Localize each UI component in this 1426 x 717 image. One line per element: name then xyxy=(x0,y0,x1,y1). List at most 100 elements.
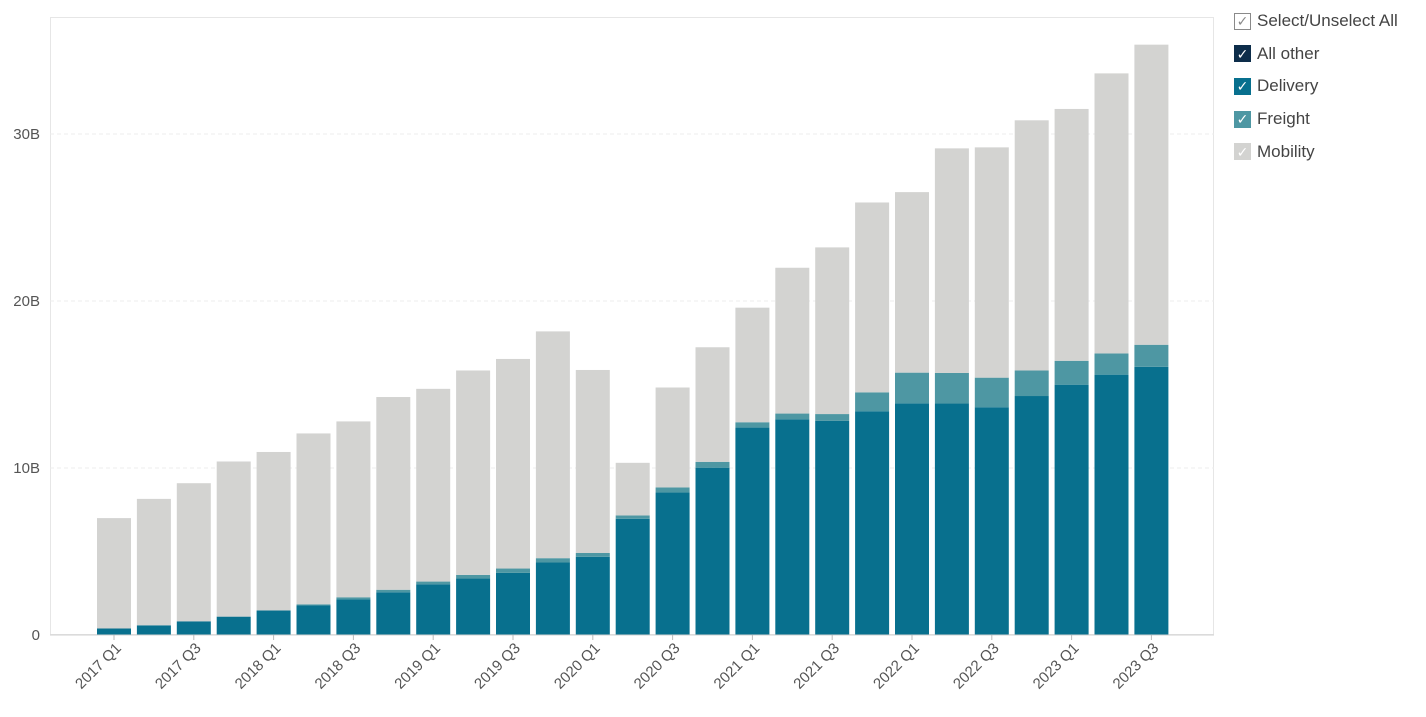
bar-mobility xyxy=(376,397,411,590)
bar-delivery xyxy=(256,610,291,635)
y-tick-label: 10B xyxy=(13,460,40,477)
legend-item-all-other[interactable]: ✓ All other xyxy=(1234,43,1424,65)
x-tick-label: 2019 Q1 xyxy=(391,640,444,693)
legend-item-delivery[interactable]: ✓ Delivery xyxy=(1234,75,1424,97)
bar-mobility xyxy=(496,358,530,569)
x-tick-label: 2021 Q3 xyxy=(790,640,843,693)
bar-freight xyxy=(1014,370,1049,397)
bar-mobility xyxy=(775,267,810,414)
bar-mobility xyxy=(1094,73,1129,354)
x-tick-label: 2018 Q1 xyxy=(232,640,285,693)
bar-delivery xyxy=(216,616,251,635)
x-tick-label: 2019 Q3 xyxy=(471,640,524,693)
bar-freight xyxy=(775,413,810,420)
bar-delivery xyxy=(97,628,131,635)
bar-freight xyxy=(1094,353,1129,375)
select-all-checkbox[interactable]: ✓ xyxy=(1234,12,1251,30)
x-tick-label: 2023 Q1 xyxy=(1030,640,1083,693)
bar-mobility xyxy=(456,370,491,575)
bar-delivery xyxy=(615,518,650,635)
bar-mobility xyxy=(535,331,570,559)
bar-freight xyxy=(934,372,969,404)
bar-freight xyxy=(855,392,890,412)
bar-delivery xyxy=(176,621,211,635)
bar-delivery xyxy=(1094,374,1129,635)
bar-mobility xyxy=(695,347,730,462)
bar-freight xyxy=(895,372,929,404)
bar-freight xyxy=(655,487,690,493)
legend-item-freight[interactable]: ✓ Freight xyxy=(1234,108,1424,130)
bar-freight xyxy=(1054,360,1089,385)
bar-mobility xyxy=(176,483,211,622)
x-tick-label: 2021 Q1 xyxy=(711,640,764,693)
bar-freight xyxy=(456,574,491,579)
y-tick-label: 30B xyxy=(13,126,40,143)
bar-delivery xyxy=(336,599,371,635)
bar-freight xyxy=(496,568,530,573)
x-tick-label: 2017 Q1 xyxy=(72,640,125,693)
bar-mobility xyxy=(735,307,770,423)
bar-mobility xyxy=(855,202,890,393)
bar-delivery xyxy=(1134,366,1169,635)
bar-delivery xyxy=(1014,396,1049,635)
bar-delivery xyxy=(535,562,570,635)
bar-delivery xyxy=(575,556,610,635)
delivery-checkbox[interactable]: ✓ xyxy=(1234,77,1251,95)
bar-freight xyxy=(1134,344,1169,367)
bar-freight xyxy=(615,515,650,519)
bar-mobility xyxy=(416,388,451,582)
bar-delivery xyxy=(496,572,530,635)
bar-mobility xyxy=(1014,120,1049,371)
bar-delivery xyxy=(974,407,1009,635)
bar-mobility xyxy=(256,451,291,611)
bar-freight xyxy=(416,581,451,585)
bar-delivery xyxy=(456,578,491,635)
y-tick-label: 20B xyxy=(13,293,40,310)
bar-mobility xyxy=(934,148,969,373)
bar-mobility xyxy=(1054,108,1089,361)
bar-mobility xyxy=(655,387,690,488)
x-tick-label: 2022 Q3 xyxy=(950,640,1003,693)
freight-checkbox[interactable]: ✓ xyxy=(1234,110,1251,128)
legend-item-mobility[interactable]: ✓ Mobility xyxy=(1234,141,1424,163)
delivery-label: Delivery xyxy=(1257,76,1319,96)
bar-freight xyxy=(296,604,331,606)
bar-freight xyxy=(735,422,770,428)
bar-mobility xyxy=(974,147,1009,378)
bar-mobility xyxy=(615,462,650,516)
bar-delivery xyxy=(416,584,451,635)
bar-delivery xyxy=(815,420,850,635)
bar-delivery xyxy=(855,411,890,635)
bar-delivery xyxy=(934,403,969,635)
bar-delivery xyxy=(895,403,929,635)
bar-delivery xyxy=(1054,384,1089,635)
all-other-label: All other xyxy=(1257,43,1320,63)
mobility-label: Mobility xyxy=(1257,141,1315,161)
bar-mobility xyxy=(895,192,929,373)
bar-freight xyxy=(376,589,411,593)
bar-delivery xyxy=(296,605,331,635)
bar-delivery xyxy=(775,419,810,635)
legend: ✓ Select/Unselect All ✓ All other ✓ Deli… xyxy=(1234,10,1424,173)
x-tick-label: 2023 Q3 xyxy=(1110,640,1163,693)
bar-freight xyxy=(575,553,610,557)
legend-select-all[interactable]: ✓ Select/Unselect All xyxy=(1234,10,1424,32)
y-tick-label: 0 xyxy=(32,627,40,644)
bar-delivery xyxy=(735,427,770,635)
bar-mobility xyxy=(815,247,850,415)
bar-mobility xyxy=(97,518,131,629)
select-all-label: Select/Unselect All xyxy=(1257,11,1398,30)
bar-delivery xyxy=(376,592,411,635)
freight-label: Freight xyxy=(1257,109,1310,129)
bar-freight xyxy=(695,461,730,468)
all-other-checkbox[interactable]: ✓ xyxy=(1234,45,1251,63)
bar-delivery xyxy=(695,467,730,635)
bar-freight xyxy=(336,597,371,600)
bar-delivery xyxy=(655,492,690,635)
bar-delivery xyxy=(136,625,171,635)
bar-mobility xyxy=(216,461,251,617)
bar-mobility xyxy=(336,421,371,598)
bar-mobility xyxy=(575,369,610,554)
mobility-checkbox[interactable]: ✓ xyxy=(1234,143,1251,161)
